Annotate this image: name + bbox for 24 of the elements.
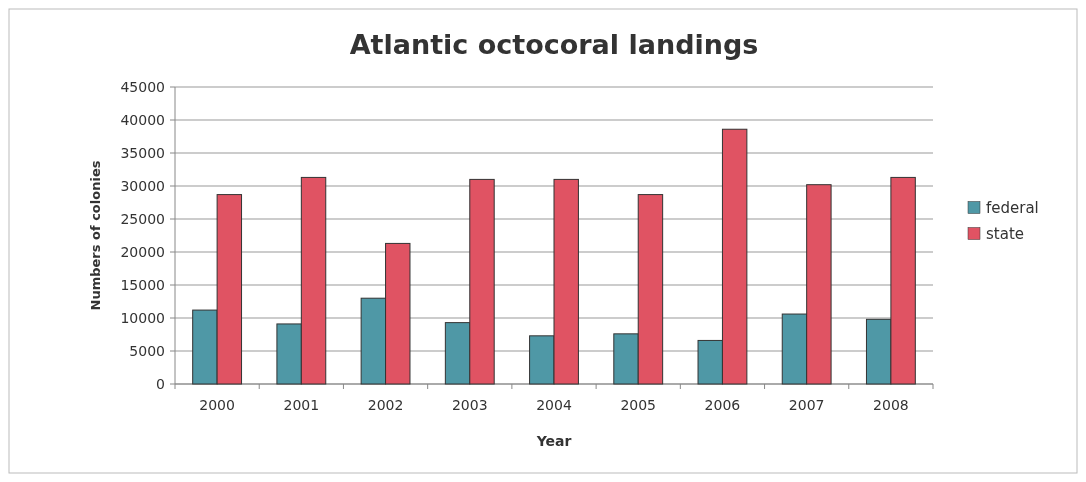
y-axis-title: Numbers of colonies xyxy=(88,160,103,311)
legend-label: federal xyxy=(986,198,1039,217)
x-tick-label: 2000 xyxy=(199,397,235,413)
x-tick-label: 2006 xyxy=(704,397,741,413)
x-tick-label: 2008 xyxy=(873,397,909,413)
y-tick-label: 40000 xyxy=(120,111,165,128)
y-tick-label: 5000 xyxy=(129,342,165,359)
y-tick-label: 15000 xyxy=(120,276,165,293)
x-tick-label: 2005 xyxy=(620,397,657,413)
legend-label: state xyxy=(986,224,1024,243)
y-tick-label: 10000 xyxy=(120,309,165,326)
y-tick-label: 20000 xyxy=(120,243,165,260)
x-axis-title: Year xyxy=(535,433,572,449)
y-tick-label: 45000 xyxy=(120,78,165,95)
x-tick-label: 2002 xyxy=(367,397,404,413)
chart-title: Atlantic octocoral landings xyxy=(349,29,759,60)
y-tick-label: 35000 xyxy=(120,144,165,161)
y-tick-label: 30000 xyxy=(120,177,165,194)
x-tick-label: 2007 xyxy=(788,397,825,413)
x-tick-label: 2003 xyxy=(451,397,488,413)
x-tick-label: 2001 xyxy=(283,397,320,413)
y-tick-label: 25000 xyxy=(120,210,165,227)
x-tick-label: 2004 xyxy=(536,397,572,413)
y-tick-label: 0 xyxy=(156,375,165,392)
